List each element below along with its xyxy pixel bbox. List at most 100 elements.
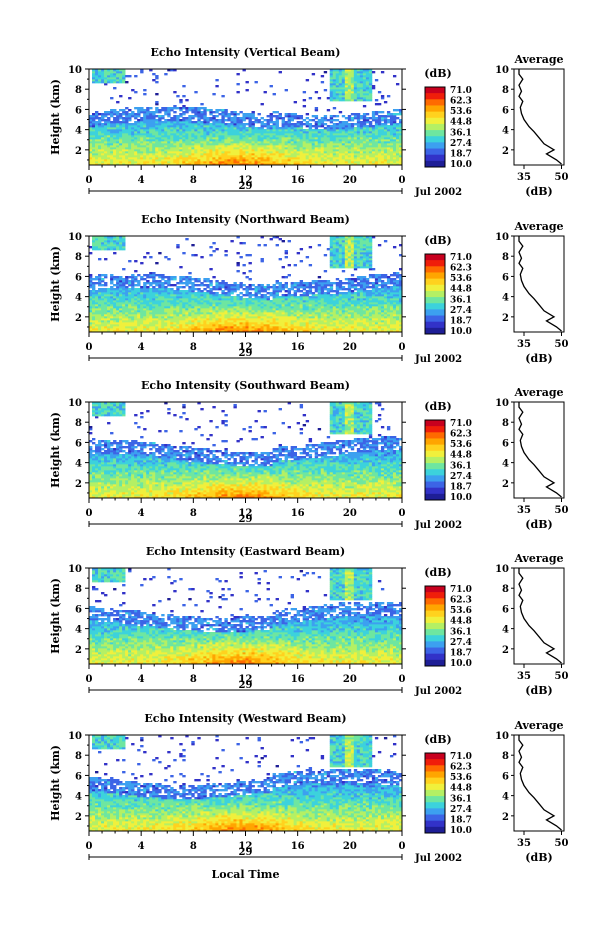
colorbar-tick-label: 36.1 — [450, 128, 472, 138]
x-tick-label: 20 — [343, 841, 357, 852]
x-tick-label: 0 — [86, 342, 93, 353]
average-y-tick-label: 10 — [495, 232, 509, 243]
colorbar-swatch — [425, 604, 445, 611]
colorbar-swatch — [425, 136, 445, 143]
colorbar-unit: (dB) — [424, 566, 451, 579]
average-x-tick-label: 50 — [555, 172, 569, 183]
colorbar-swatch — [425, 790, 445, 797]
colorbar-tick-label: 18.7 — [450, 815, 472, 825]
average-profile-line — [519, 568, 562, 663]
colorbar-swatch — [425, 796, 445, 803]
colorbar-swatch — [425, 266, 445, 273]
y-tick-label: 8 — [75, 252, 82, 263]
x-tick-label: 8 — [190, 508, 197, 519]
average-y-tick-label: 8 — [502, 252, 509, 263]
y-tick-label: 6 — [75, 272, 82, 283]
beam-panel-1: Echo Intensity (Northward Beam)Height (k… — [49, 213, 568, 365]
colorbar-swatch — [425, 445, 445, 452]
colorbar-tick-label: 36.1 — [450, 461, 472, 471]
average-title: Average — [513, 552, 563, 565]
average-y-tick-label: 2 — [502, 812, 509, 823]
y-tick-label: 4 — [75, 625, 82, 636]
x-tick-label: 16 — [291, 342, 305, 353]
average-y-tick-label: 8 — [502, 85, 509, 96]
colorbar-tick-label: 53.6 — [450, 440, 472, 450]
average-x-tick-label: 50 — [555, 838, 569, 849]
average-x-tick-label: 50 — [555, 671, 569, 682]
colorbar-swatch — [425, 105, 445, 112]
y-tick-label: 10 — [68, 731, 82, 742]
colorbar-tick-label: 27.4 — [450, 805, 472, 815]
average-y-tick-label: 10 — [495, 65, 509, 76]
colorbar-swatch — [425, 432, 445, 439]
colorbar-tick-label: 53.6 — [450, 107, 472, 117]
colorbar-swatch — [425, 451, 445, 458]
colorbar-tick-label: 62.3 — [450, 596, 472, 606]
colorbar-tick-label: 10.0 — [450, 493, 472, 503]
colorbar-tick-label: 36.1 — [450, 794, 472, 804]
colorbar-swatch — [425, 420, 445, 427]
colorbar-swatch — [425, 463, 445, 470]
average-x-tick-label: 50 — [555, 505, 569, 516]
colorbar-tick-label: 71.0 — [450, 86, 472, 96]
colorbar-swatch — [425, 118, 445, 125]
colorbar-unit: (dB) — [424, 733, 451, 746]
y-tick-label: 8 — [75, 584, 82, 595]
colorbar-tick-label: 71.0 — [450, 253, 472, 263]
average-x-label: (dB) — [525, 352, 552, 365]
colorbar-swatch — [425, 457, 445, 464]
colorbar-swatch — [425, 629, 445, 636]
colorbar-swatch — [425, 641, 445, 648]
colorbar-swatch — [425, 93, 445, 100]
panel-title: Echo Intensity (Northward Beam) — [141, 213, 350, 226]
y-tick-label: 10 — [68, 65, 82, 76]
average-y-tick-label: 2 — [502, 479, 509, 490]
y-tick-label: 8 — [75, 85, 82, 96]
average-profile-line — [519, 735, 562, 830]
y-tick-label: 10 — [68, 564, 82, 575]
y-tick-label: 10 — [68, 232, 82, 243]
colorbar-swatch — [425, 328, 445, 335]
colorbar-unit: (dB) — [424, 400, 451, 413]
average-x-tick-label: 35 — [517, 172, 531, 183]
colorbar-swatch — [425, 279, 445, 286]
day-label: 29 — [239, 680, 253, 691]
x-tick-label: 0 — [86, 841, 93, 852]
x-tick-label: 0 — [399, 175, 406, 186]
average-profile-line — [519, 236, 562, 331]
date-label: Jul 2002 — [414, 187, 462, 198]
x-tick-label: 0 — [86, 175, 93, 186]
colorbar-tick-label: 53.6 — [450, 274, 472, 284]
colorbar-swatch — [425, 272, 445, 279]
colorbar-swatch — [425, 648, 445, 655]
colorbar-swatch — [425, 254, 445, 261]
colorbar-swatch — [425, 316, 445, 323]
y-tick-label: 2 — [75, 146, 82, 157]
colorbar-swatch — [425, 285, 445, 292]
x-tick-label: 4 — [138, 841, 145, 852]
x-tick-label: 16 — [291, 841, 305, 852]
colorbar-swatch — [425, 660, 445, 667]
x-tick-label: 20 — [343, 508, 357, 519]
x-tick-label: 0 — [86, 508, 93, 519]
colorbar-unit: (dB) — [424, 234, 451, 247]
colorbar-tick-label: 10.0 — [450, 327, 472, 337]
average-y-tick-label: 10 — [495, 731, 509, 742]
x-tick-label: 8 — [190, 841, 197, 852]
colorbar-swatch — [425, 469, 445, 476]
beam-panel-3: Echo Intensity (Eastward Beam)Height (km… — [49, 545, 568, 697]
y-tick-label: 2 — [75, 645, 82, 656]
average-y-tick-label: 4 — [502, 126, 509, 137]
colorbar-swatch — [425, 617, 445, 624]
colorbar-swatch — [425, 623, 445, 630]
average-y-tick-label: 8 — [502, 751, 509, 762]
average-y-tick-label: 10 — [495, 398, 509, 409]
panel-title: Echo Intensity (Westward Beam) — [144, 712, 346, 725]
average-frame — [514, 69, 564, 165]
average-y-tick-label: 6 — [502, 272, 509, 283]
colorbar-swatch — [425, 815, 445, 822]
heatmap-cells — [89, 69, 402, 165]
average-title: Average — [513, 53, 563, 66]
colorbar-swatch — [425, 322, 445, 329]
